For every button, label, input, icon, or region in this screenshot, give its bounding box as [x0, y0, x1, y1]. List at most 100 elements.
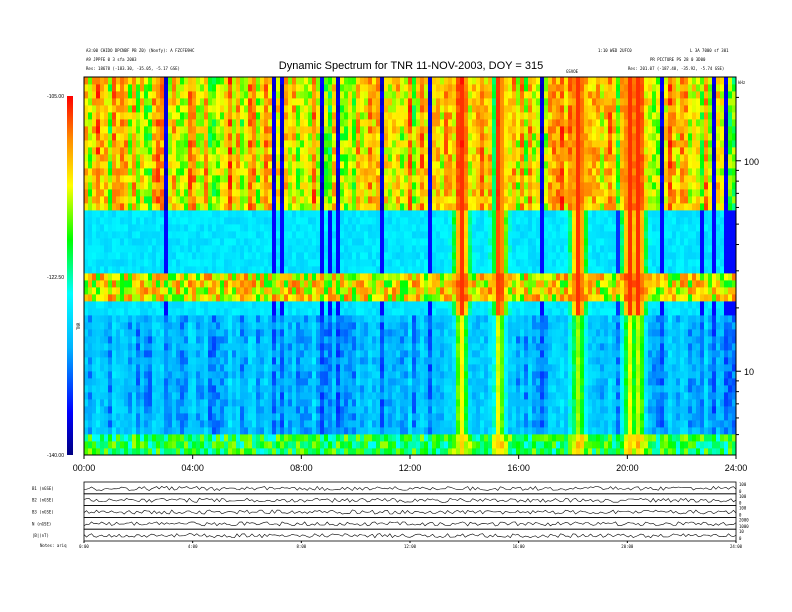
spectrogram-cell: [404, 406, 409, 414]
spectrogram-cell: [200, 315, 205, 323]
spectrogram-cell: [156, 385, 161, 393]
spectrogram-cell: [88, 392, 93, 400]
spectrogram-cell: [224, 448, 229, 456]
spectrogram-cell: [376, 434, 381, 442]
spectrogram-cell: [368, 119, 373, 127]
spectrogram-cell: [360, 133, 365, 141]
spectrogram-cell: [316, 357, 321, 365]
spectrogram-cell: [264, 133, 269, 141]
spectrogram-cell: [316, 196, 321, 204]
spectrogram-cell: [164, 266, 169, 274]
spectrogram-cell: [304, 448, 309, 456]
spectrogram-cell: [336, 189, 341, 197]
spectrogram-cell: [404, 140, 409, 148]
spectrogram-cell: [288, 203, 293, 211]
spectrogram-cell: [200, 238, 205, 246]
spectrogram-cell: [356, 196, 361, 204]
spectrogram-cell: [316, 280, 321, 288]
spectrogram-cell: [160, 280, 165, 288]
spectrogram-cell: [296, 441, 301, 449]
spectrogram-cell: [296, 385, 301, 393]
spectrogram-cell: [296, 322, 301, 330]
spectrogram-cell: [168, 105, 173, 113]
spectrogram-cell: [196, 294, 201, 302]
spectrogram-cell: [360, 161, 365, 169]
spectrogram-cell: [264, 364, 269, 372]
spectrogram-cell: [164, 364, 169, 372]
spectrogram-cell: [276, 280, 281, 288]
spectrogram-cell: [268, 161, 273, 169]
spectrogram-cell: [408, 175, 413, 183]
spectrogram-cell: [356, 392, 361, 400]
spectrogram-cell: [420, 392, 425, 400]
spectrogram-cell: [312, 252, 317, 260]
spectrogram-cell: [196, 434, 201, 442]
spectrogram-cell: [336, 91, 341, 99]
spectrogram-cell: [100, 266, 105, 274]
spectrogram-cell: [152, 350, 157, 358]
spectrogram-cell: [248, 126, 253, 134]
spectrogram-cell: [392, 434, 397, 442]
spectrogram-cell: [164, 147, 169, 155]
spectrogram-cell: [412, 161, 417, 169]
spectrogram-cell: [304, 161, 309, 169]
spectrogram-cell: [180, 168, 185, 176]
spectrogram-cell: [348, 84, 353, 92]
spectrogram-cell: [268, 322, 273, 330]
spectrogram-cell: [216, 238, 221, 246]
spectrogram-cell: [388, 140, 393, 148]
spectrogram-cell: [436, 175, 441, 183]
spectrogram-cell: [216, 427, 221, 435]
spectrogram-cell: [420, 196, 425, 204]
spectrogram-cell: [232, 217, 237, 225]
spectrogram-cell: [312, 399, 317, 407]
spectrogram-cell: [376, 112, 381, 120]
spectrogram-cell: [116, 119, 121, 127]
spectrogram-cell: [340, 399, 345, 407]
spectrogram-cell: [248, 420, 253, 428]
spectrogram-cell: [156, 413, 161, 421]
spectrogram-cell: [392, 308, 397, 316]
spectrogram-cell: [240, 308, 245, 316]
spectrogram-cell: [204, 315, 209, 323]
spectrogram-cell: [232, 133, 237, 141]
spectrogram-cell: [436, 203, 441, 211]
spectrogram-cell: [272, 140, 277, 148]
spectrogram-cell: [260, 322, 265, 330]
spectrogram-cell: [396, 329, 401, 337]
spectrogram-cell: [416, 182, 421, 190]
spectrogram-cell: [88, 434, 93, 442]
spectrogram-cell: [156, 105, 161, 113]
spectrogram-cell: [252, 329, 257, 337]
spectrogram-cell: [296, 133, 301, 141]
spectrogram-cell: [360, 434, 365, 442]
spectrogram-cell: [216, 182, 221, 190]
spectrogram-cell: [144, 378, 149, 386]
spectrogram-cell: [380, 329, 385, 337]
spectrogram-cell: [224, 161, 229, 169]
spectrogram-cell: [380, 210, 385, 218]
spectrogram-cell: [348, 168, 353, 176]
spectrogram-cell: [200, 294, 205, 302]
spectrogram-cell: [448, 294, 453, 302]
spectrogram-cell: [272, 322, 277, 330]
spectrogram-cell: [180, 434, 185, 442]
spectrogram-cell: [236, 371, 241, 379]
spectrogram-cell: [164, 315, 169, 323]
spectrogram-cell: [232, 280, 237, 288]
spectrogram-cell: [88, 280, 93, 288]
spectrogram-cell: [380, 126, 385, 134]
spectrogram-cell: [428, 119, 433, 127]
spectrogram-cell: [380, 280, 385, 288]
spectrogram-cell: [396, 336, 401, 344]
spectrogram-cell: [112, 315, 117, 323]
spectrogram-cell: [188, 119, 193, 127]
spectrogram-cell: [164, 434, 169, 442]
spectrogram-cell: [292, 224, 297, 232]
spectrogram-cell: [408, 336, 413, 344]
spectrogram-cell: [164, 224, 169, 232]
spectrogram-cell: [200, 301, 205, 309]
spectrogram-cell: [124, 119, 129, 127]
spectrogram-cell: [144, 203, 149, 211]
spectrogram-cell: [148, 119, 153, 127]
